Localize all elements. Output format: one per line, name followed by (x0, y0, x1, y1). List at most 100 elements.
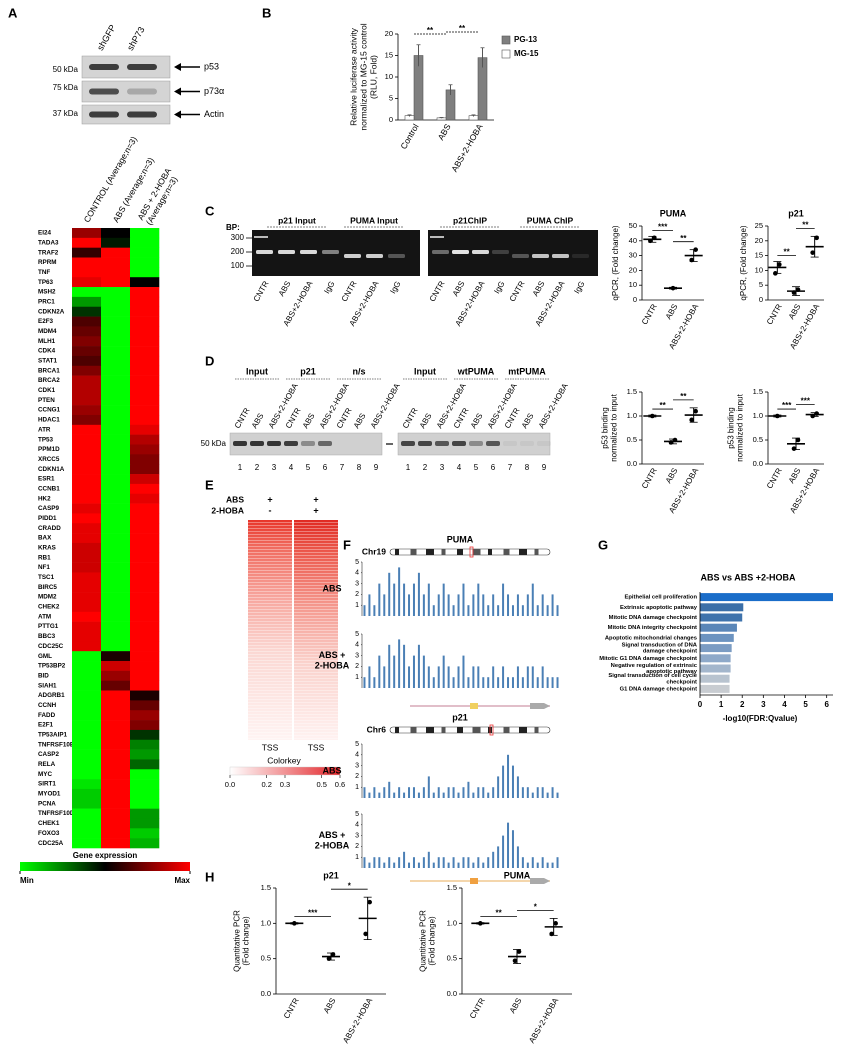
track-label: ABS (322, 765, 341, 775)
bp-tick: 200 (231, 247, 245, 256)
gene-label: BID (38, 672, 49, 679)
gene-label: EI24 (38, 230, 51, 237)
gene-label: RB1 (38, 554, 51, 561)
heat-cell (72, 661, 102, 672)
y-tick-label: 1.0 (753, 411, 763, 420)
track-label: ABS + (319, 650, 346, 660)
y-tick-label: G1 DNA damage checkpoint (620, 686, 697, 692)
lane-label: IgG (322, 280, 336, 296)
significance: *** (782, 401, 792, 410)
heat-cell (130, 788, 160, 800)
heat-cell (101, 759, 131, 770)
heat-cell (130, 533, 160, 544)
heat-cell (101, 562, 131, 573)
gene-label: TADA3 (38, 239, 59, 246)
gene-label: BBC3 (38, 633, 56, 640)
lane-label: CNTR (335, 406, 354, 430)
heat-cell (72, 533, 102, 544)
heat-cell (130, 838, 160, 849)
heat-cell (72, 651, 102, 662)
significance: ** (660, 401, 667, 410)
heat-cell (130, 808, 160, 819)
track-label: 2-HOBA (315, 661, 350, 671)
heat-cell (130, 277, 160, 288)
lane-label: ABS (469, 412, 485, 430)
heat-cell (101, 513, 131, 524)
gene-label: MYOD1 (38, 791, 61, 798)
gene-label: CDKN1A (38, 466, 65, 473)
x-tick-label: 0 (698, 700, 703, 709)
x-tick-label: ABS (436, 122, 453, 142)
y-tick-label: 1.5 (261, 883, 271, 892)
group-label: PUMA ChIP (527, 215, 574, 225)
legend-swatch (501, 35, 511, 45)
heat-cell (101, 277, 131, 288)
y-tick-label: Mitotic DNA integrity checkpoint (608, 625, 697, 631)
significance: ** (427, 26, 434, 35)
panel-letter: H (205, 869, 214, 884)
blot-band (301, 441, 315, 446)
gel-band (572, 254, 589, 258)
x-tick-label: CNTR (765, 466, 784, 490)
point (791, 290, 797, 295)
gene-label: XRCC5 (38, 456, 60, 463)
gene-label: CASP2 (38, 751, 59, 758)
bar (700, 664, 731, 673)
lane-number: 7 (340, 463, 345, 472)
significance: *** (801, 397, 811, 406)
gene-label: PCNA (38, 800, 56, 807)
heat-cell (72, 444, 102, 455)
heat-cell (101, 680, 131, 691)
heat-cell (130, 552, 160, 563)
lane-number: 1 (238, 463, 243, 472)
heat-cell (72, 493, 102, 504)
group-label: n/s (352, 366, 365, 376)
heat-cell (130, 395, 160, 406)
gene-label: CDK1 (38, 387, 56, 394)
colorkey-title: Colorkey (267, 755, 301, 765)
lane-number: 4 (457, 463, 462, 472)
x-tick-label: CNTR (282, 996, 301, 1020)
lane-number: 8 (357, 463, 362, 472)
lane-number: 8 (357, 463, 362, 472)
point (814, 235, 819, 241)
heat-cell (130, 336, 160, 347)
heat-cell (101, 621, 131, 632)
y-axis-label: Relative luciferase activity normalized t… (348, 23, 378, 130)
heat-cell (72, 375, 102, 386)
point (672, 437, 678, 443)
bar (700, 633, 734, 642)
heat-cell (130, 355, 160, 367)
heat-cell (130, 572, 160, 583)
lane-number: 3 (272, 463, 277, 472)
group-label: p21 Input (278, 215, 316, 225)
y-tick-label: Negative regulation of extrinsicapoptoti… (611, 663, 698, 675)
gene-label: BBC3 (38, 633, 56, 640)
point (648, 238, 653, 244)
track-label: ABS +2-HOBA (315, 830, 350, 850)
gene-label: TP53 (38, 436, 54, 443)
y-tick-label: 15 (385, 50, 393, 59)
x-tick-label: CNTR (765, 302, 784, 326)
heat-cell (130, 661, 160, 672)
ideogram-band (488, 549, 492, 555)
track-tick-label: 3 (355, 832, 359, 839)
heat-cell (130, 641, 160, 652)
gene-label: CDC25C (38, 643, 64, 650)
panel-letter: G (598, 537, 608, 552)
legend-label: MG-15 (514, 49, 539, 58)
point (795, 437, 801, 443)
lane-label: CNTR (252, 279, 271, 303)
gene-label: TNFRSF10B (38, 741, 75, 748)
heat-cell (101, 464, 131, 475)
gene-label: CCNH (38, 702, 57, 709)
gel-band (532, 254, 549, 258)
heat-cell (101, 572, 131, 583)
lane-number: 5 (306, 463, 311, 472)
point (810, 413, 815, 419)
lane-label: ABS (277, 280, 293, 298)
lane-number: 6 (323, 463, 328, 472)
legend-label: MG-15 (514, 49, 539, 58)
heat-cell (130, 818, 160, 829)
y-tick-label: 5 (389, 93, 393, 102)
